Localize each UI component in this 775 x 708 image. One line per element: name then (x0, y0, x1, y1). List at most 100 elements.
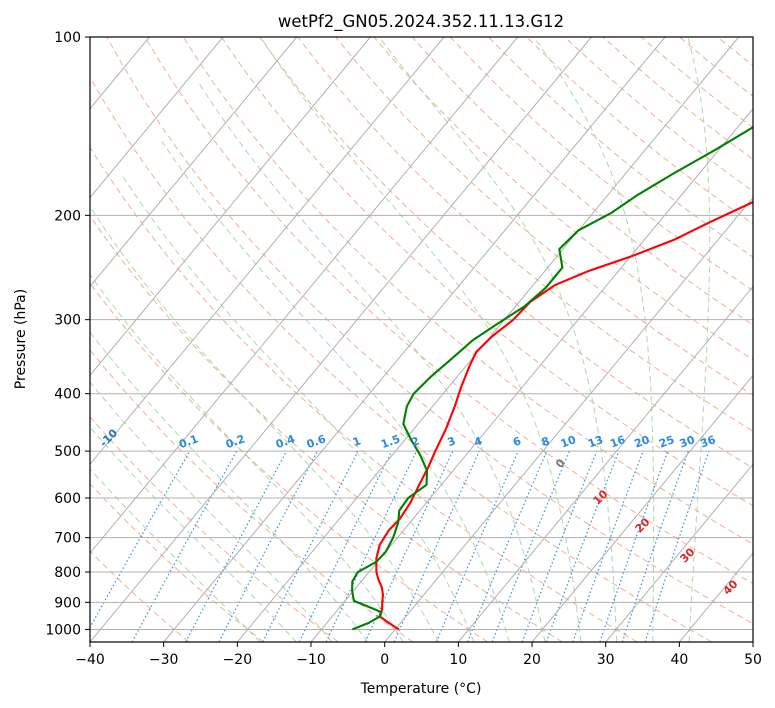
y-tick-label: 400 (54, 387, 81, 403)
mixing-ratio-line (545, 450, 620, 642)
plot-frame (89, 36, 754, 643)
y-tick-label: 800 (54, 565, 81, 581)
mixing-ratio-line (599, 450, 669, 642)
mixing-ratio-label: 1 (351, 434, 363, 449)
dry-adiabat (373, 37, 753, 361)
isotherm-line (90, 37, 298, 288)
isotherm-line (384, 196, 753, 642)
profile-lines (351, 126, 753, 631)
temperature-profile (375, 200, 753, 631)
isotherm-line (0, 37, 76, 642)
mixing-ratio-label: 2 (410, 434, 422, 449)
mixing-ratio-line (185, 450, 288, 642)
moist-adiabat-label: 0 (553, 456, 568, 471)
dry-adiabat (90, 550, 190, 642)
isotherm-line (90, 37, 224, 199)
mixing-ratio-label: 25 (657, 433, 676, 450)
moist-adiabat-label: 40 (721, 577, 741, 597)
mixing-ratio-label: 16 (608, 433, 627, 451)
mixing-ratio-line (262, 450, 359, 642)
moist-adiabat (90, 205, 440, 642)
isotherm-line (457, 285, 753, 642)
y-tick-label: 1000 (45, 622, 81, 638)
isotherm-line (310, 107, 753, 642)
isotherm-line (90, 37, 445, 466)
y-axis-ticks: 1000 900 800 700 600 500 400 300 200 100 (45, 30, 90, 638)
moist-adiabat (533, 37, 655, 642)
isotherm-line (163, 37, 666, 642)
mixing-ratio-label: 0.2 (224, 432, 247, 451)
moist-adiabat (687, 37, 711, 642)
dry-adiabat (411, 37, 753, 326)
mixing-ratio-label: 30 (678, 433, 697, 451)
x-tick-label: −10 (296, 652, 326, 668)
dry-adiabat-label: -20 (14, 398, 37, 421)
x-axis-ticks: −40 −30 −20 −10 0 10 20 30 40 50 (75, 642, 762, 668)
dry-adiabat (259, 37, 753, 469)
isotherm-line (90, 37, 519, 554)
dry-adiabat (90, 214, 563, 642)
mixing-ratio-line (131, 450, 238, 642)
mixing-ratio-label: 4 (472, 434, 484, 449)
mixing-ratio-line (572, 450, 644, 642)
moist-adiabat (161, 141, 510, 642)
mixing-ratio-label: 10 (559, 433, 578, 451)
moist-adiabat (90, 273, 404, 642)
dry-adiabat (90, 349, 414, 642)
dry-adiabat (717, 37, 753, 66)
dry-adiabat (297, 37, 753, 432)
dry-adiabat (564, 37, 753, 192)
x-tick-label: 20 (523, 652, 541, 668)
y-axis-title: Pressure (hPa) (13, 289, 29, 389)
mixing-ratio-label: 20 (633, 433, 652, 451)
moist-adiabat (198, 83, 546, 642)
isotherm-line (531, 374, 753, 642)
chart-title: wetPf2_GN05.2024.352.11.13.G12 (278, 12, 564, 32)
dry-adiabat (756, 37, 775, 642)
background-lines (90, 37, 775, 642)
grid-lines (0, 37, 753, 642)
dry-adiabat (335, 37, 753, 396)
mixing-ratio-line (90, 450, 191, 629)
moist-adiabat (120, 173, 475, 642)
moist-adiabat (90, 468, 261, 642)
mixing-ratio-label: 0.4 (274, 432, 297, 451)
dry-adiabat (90, 416, 339, 642)
x-tick-label: 40 (670, 652, 688, 668)
mixing-ratio-line (644, 450, 710, 642)
moist-adiabat-label: 10 (591, 487, 611, 507)
y-tick-label: 300 (54, 313, 81, 329)
y-tick-label: 200 (54, 208, 81, 224)
mixing-ratio-line (218, 450, 318, 642)
x-axis-title: Temperature (°C) (360, 681, 482, 697)
x-tick-label: 50 (744, 652, 762, 668)
mixing-ratio-line (621, 450, 689, 642)
moist-adiabat (259, 37, 582, 642)
dry-adiabat (640, 37, 753, 129)
mixing-ratio-line (521, 450, 598, 642)
dry-adiabat (90, 146, 638, 642)
dry-adiabat (90, 282, 488, 642)
moist-adiabat (90, 381, 333, 642)
y-tick-label: 600 (54, 491, 81, 507)
mixing-ratio-label: 3 (446, 434, 458, 449)
mixing-ratio-label: 0.6 (305, 432, 328, 451)
mixing-ratio-label: 8 (540, 434, 552, 449)
x-tick-label: −20 (223, 652, 253, 668)
mixing-ratio-line (491, 450, 571, 642)
dry-adiabat (106, 37, 753, 625)
mixing-ratio-label: 0.1 (177, 432, 200, 451)
mixing-ratio-line (435, 450, 519, 642)
moist-adiabat-label: 20 (633, 515, 653, 535)
isotherm-line (752, 641, 753, 642)
x-tick-label: −30 (149, 652, 179, 668)
x-tick-label: 0 (380, 652, 389, 668)
isotherm-line (605, 463, 753, 642)
isotherm-line (90, 37, 371, 377)
isotherm-line (90, 37, 592, 642)
mixing-ratio-label: 6 (511, 434, 523, 449)
y-tick-label: 100 (54, 30, 81, 46)
y-tick-label: 900 (54, 595, 81, 611)
moist-adiabat (90, 426, 297, 642)
